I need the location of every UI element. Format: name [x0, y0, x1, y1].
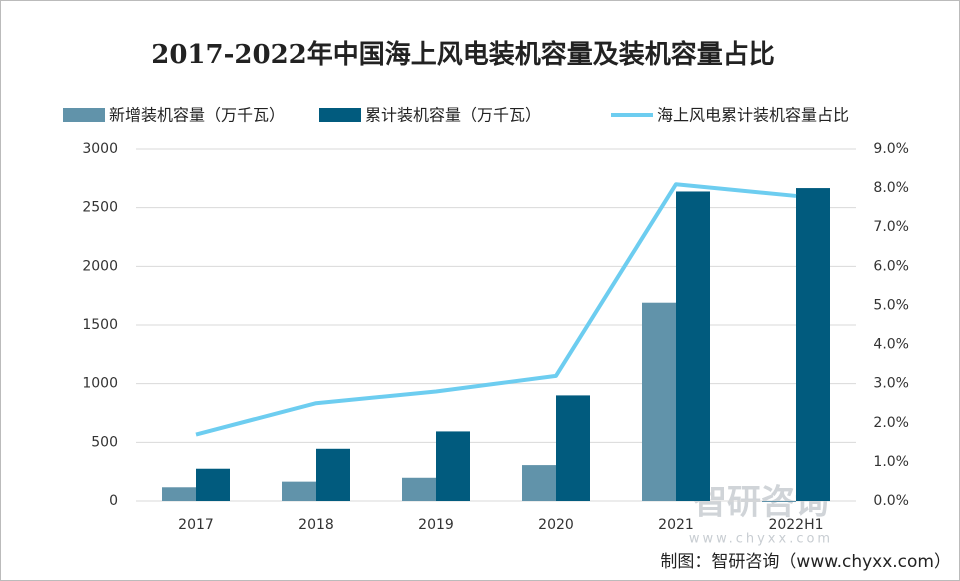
y-tick-label: 2500: [82, 200, 118, 216]
x-tick-label: 2022H1: [768, 517, 823, 533]
y2-tick-label: 8.0%: [873, 180, 909, 196]
y2-tick-label: 3.0%: [873, 376, 909, 392]
y2-tick-label: 4.0%: [873, 337, 909, 353]
bar: [196, 468, 230, 501]
watermark-url: www.chyxx.com: [689, 532, 833, 547]
x-tick-label: 2017: [178, 517, 214, 533]
y2-tick-label: 6.0%: [873, 258, 909, 274]
bar: [282, 481, 316, 501]
legend-label: 累计装机容量（万千瓦）: [365, 106, 541, 125]
chart-title: 2017-2022年中国海上风电装机容量及装机容量占比: [151, 39, 775, 70]
bar: [676, 191, 710, 501]
legend: 新增装机容量（万千瓦） 累计装机容量（万千瓦） 海上风电累计装机容量占比: [63, 106, 849, 125]
x-tick-label: 2021: [658, 517, 694, 533]
y2-tick-label: 5.0%: [873, 297, 909, 313]
legend-swatch: [319, 108, 361, 122]
bar: [522, 465, 556, 501]
y-tick-label: 2000: [82, 258, 118, 274]
y2-tick-label: 0.0%: [873, 493, 909, 509]
y-tick-label: 500: [91, 434, 118, 450]
bar: [436, 431, 470, 501]
x-tick-label: 2019: [418, 517, 454, 533]
bar: [556, 395, 590, 501]
bar: [316, 448, 350, 501]
line: [195, 182, 797, 437]
legend-swatch: [63, 108, 105, 122]
y2-tick-label: 1.0%: [873, 454, 909, 470]
y-tick-label: 1500: [82, 317, 118, 333]
y-tick-label: 0: [109, 493, 118, 509]
y-tick-label: 3000: [82, 141, 118, 157]
bar: [762, 501, 796, 502]
x-tick-label: 2020: [538, 517, 574, 533]
legend-label: 海上风电累计装机容量占比: [657, 106, 849, 125]
y2-tick-label: 9.0%: [873, 141, 909, 157]
bar: [642, 302, 676, 501]
source: 制图：智研咨询（www.chyxx.com）: [660, 552, 951, 572]
y2-tick-label: 7.0%: [873, 219, 909, 235]
bar: [162, 487, 196, 501]
y2-tick-label: 2.0%: [873, 415, 909, 431]
legend-label: 新增装机容量（万千瓦）: [109, 106, 285, 125]
bar: [796, 188, 830, 501]
x-tick-label: 2018: [298, 517, 334, 533]
y-tick-label: 1000: [82, 376, 118, 392]
bar: [402, 477, 436, 501]
